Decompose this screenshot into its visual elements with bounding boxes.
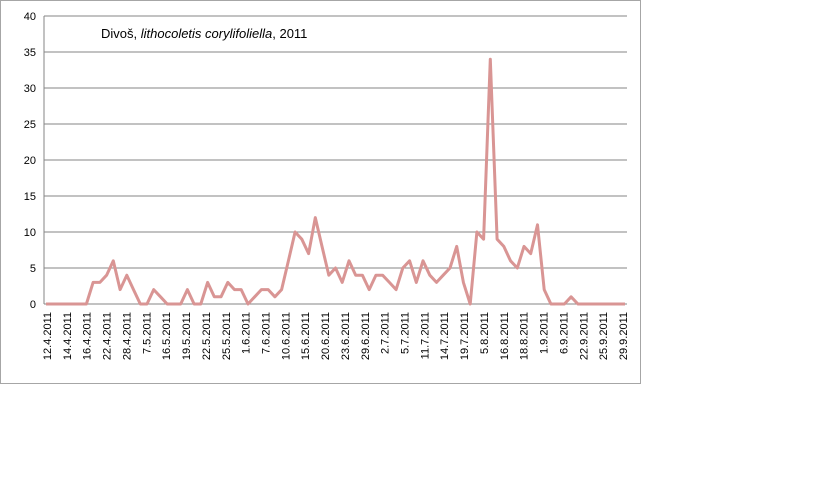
y-tick-label: 15: [24, 191, 36, 203]
x-tick-label: 16.8.2011: [499, 312, 511, 360]
x-tick-label: 20.6.2011: [320, 312, 332, 360]
x-tick-label: 14.4.2011: [62, 312, 74, 360]
x-tick-label: 10.6.2011: [280, 312, 292, 360]
series-layer: [46, 57, 625, 306]
x-tick-label: 18.8.2011: [519, 312, 531, 360]
x-tick-label: 28.4.2011: [121, 312, 133, 360]
x-tick-label: 12.4.2011: [42, 312, 54, 360]
series-line: [46, 57, 625, 306]
x-tick-label: 22.5.2011: [201, 312, 213, 360]
x-axis-ticks: 12.4.2011 14.4.2011 16.4.2011 22.4.2011 28.4…: [42, 312, 630, 360]
chart-area: [0, 0, 641, 384]
x-tick-label: 29.6.2011: [360, 312, 372, 360]
y-tick-label: 5: [30, 263, 36, 275]
y-tick-label: 35: [24, 47, 36, 59]
x-tick-label: 7.5.2011: [141, 312, 153, 354]
x-tick-label: 11.7.2011: [419, 312, 431, 359]
y-tick-label: 10: [24, 227, 36, 239]
x-tick-label: 14.7.2011: [439, 312, 451, 360]
x-tick-label: 23.6.2011: [340, 312, 352, 360]
x-tick-label: 16.5.2011: [161, 312, 173, 360]
x-tick-label: 5.8.2011: [479, 312, 491, 354]
x-tick-label: 1.6.2011: [241, 312, 253, 354]
x-tick-label: 25.5.2011: [221, 312, 233, 360]
gridlines: [43, 15, 627, 305]
x-tick-label: 7.6.2011: [260, 312, 272, 354]
x-tick-label: 19.5.2011: [181, 312, 193, 360]
chart-title: Divoš, lithocoletis corylifoliella, 2011: [101, 26, 307, 41]
x-tick-label: 22.9.2011: [578, 312, 590, 360]
x-tick-label: 29.9.2011: [618, 312, 630, 360]
x-tick-label: 5.7.2011: [400, 312, 412, 354]
x-tick-label: 16.4.2011: [82, 312, 94, 360]
y-tick-label: 25: [24, 119, 36, 131]
y-tick-label: 0: [30, 299, 36, 311]
x-tick-label: 2.7.2011: [380, 312, 392, 354]
y-tick-label: 20: [24, 155, 36, 167]
x-tick-label: 6.9.2011: [558, 312, 570, 354]
x-tick-label: 25.9.2011: [598, 312, 610, 360]
x-tick-label: 22.4.2011: [102, 312, 114, 360]
x-tick-label: 19.7.2011: [459, 312, 471, 360]
y-tick-label: 40: [24, 11, 36, 23]
y-axis-ticks: 0 5 10 15 20 25 30 35 40: [24, 11, 36, 311]
x-tick-label: 15.6.2011: [300, 312, 312, 360]
y-tick-label: 30: [24, 83, 36, 95]
x-tick-label: 1.9.2011: [539, 312, 551, 354]
